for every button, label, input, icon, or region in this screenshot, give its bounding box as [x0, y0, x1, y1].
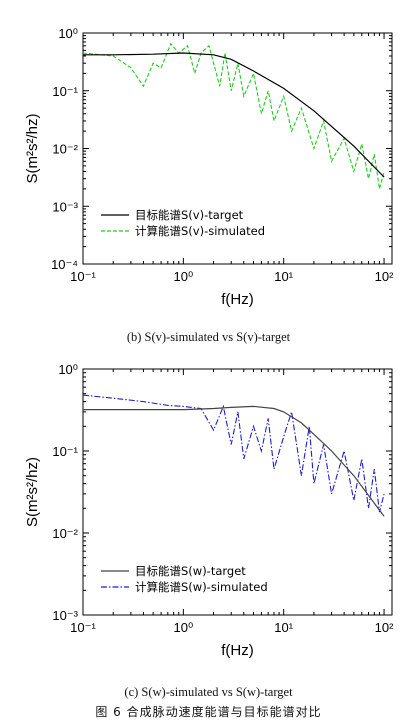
y-tick-label: 10⁰ — [58, 26, 78, 41]
caption-sw: (c) S(w)-simulated vs S(w)-target — [124, 685, 293, 699]
legend-label: 计算能谱S(w)-simulated — [135, 580, 268, 594]
x-tick-label: 10¹ — [274, 620, 293, 635]
target-series-line — [83, 405, 385, 517]
caption-sv: (b) S(v)-simulated vs S(v)-target — [126, 330, 291, 344]
x-tick-label: 10² — [375, 620, 394, 635]
y-axis-label: S(m²s²/hz) — [24, 457, 41, 527]
x-tick-label: 10⁰ — [174, 620, 194, 635]
x-tick-label: 10⁻¹ — [70, 269, 96, 284]
x-tick-label: 10⁰ — [174, 269, 194, 284]
x-axis-label: f(Hz) — [221, 291, 254, 308]
y-tick-label: 10⁻⁴ — [51, 257, 78, 272]
x-axis-label: f(Hz) — [221, 642, 254, 659]
y-tick-label: 10⁻² — [52, 526, 78, 541]
target-series-line — [83, 52, 385, 178]
y-tick-label: 10⁻¹ — [52, 84, 78, 99]
y-tick-label: 10⁻² — [52, 142, 78, 157]
simulated-series-line — [83, 394, 385, 513]
chart-sw: 10⁻¹ 10⁰ 10¹ 10² 10⁻³ 10⁻² 10⁻¹ 10⁰ f(Hz) S(m²s²/… — [24, 362, 394, 659]
legend-label: 目标能谱S(v)-target — [135, 208, 244, 222]
y-tick-label: 10⁻³ — [52, 199, 78, 214]
legend-label: 计算能谱S(v)-simulated — [135, 224, 265, 238]
chart-sv: 10⁻¹ 10⁰ 10¹ 10² 10⁻⁴ 10⁻³ 10⁻² 10⁻¹ 10⁰ f(Hz) S(m… — [24, 26, 394, 308]
y-tick-label: 10⁻¹ — [52, 444, 78, 459]
y-tick-label: 10⁰ — [58, 362, 78, 377]
y-axis-label: S(m²s²/hz) — [24, 114, 41, 184]
x-tick-label: 10⁻¹ — [70, 620, 96, 635]
figure-caption: 图 6 合成脉动速度能谱与目标能谱对比 — [95, 705, 322, 719]
legend-label: 目标能谱S(w)-target — [135, 564, 246, 578]
x-tick-label: 10² — [375, 269, 394, 284]
plot-frame — [82, 368, 393, 616]
simulated-series-line — [83, 42, 385, 190]
y-tick-label: 10⁻³ — [52, 608, 78, 623]
x-tick-label: 10¹ — [274, 269, 293, 284]
